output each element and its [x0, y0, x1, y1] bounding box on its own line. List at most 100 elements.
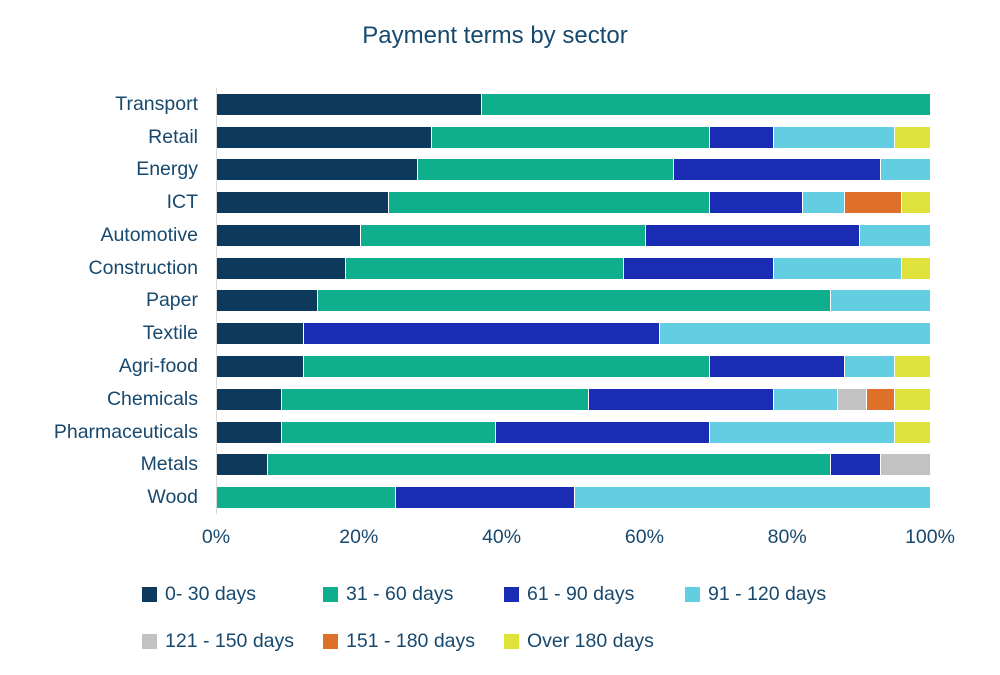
bar-segment[interactable]: [858, 224, 930, 246]
bar-segment[interactable]: [865, 388, 895, 410]
chart-row: [217, 350, 930, 383]
bar-segment[interactable]: [430, 126, 709, 148]
bar-segment[interactable]: [217, 192, 389, 214]
bar-segment[interactable]: [316, 290, 831, 312]
legend-item[interactable]: 0- 30 days: [142, 583, 323, 606]
chart-row: [217, 121, 930, 154]
bar-segment[interactable]: [217, 487, 396, 509]
chart-row: [217, 416, 930, 449]
bar-segment[interactable]: [773, 126, 895, 148]
bar-segment[interactable]: [880, 454, 930, 476]
bar-segment[interactable]: [302, 356, 709, 377]
bar-segment[interactable]: [830, 454, 881, 476]
bar-segment[interactable]: [217, 93, 481, 115]
category-label: Construction: [88, 256, 198, 279]
bar-segment[interactable]: [659, 323, 930, 345]
legend-label: 0- 30 days: [165, 583, 257, 605]
bar-segment[interactable]: [708, 421, 895, 443]
bar-segment[interactable]: [837, 388, 866, 410]
x-tick-label: 40%: [482, 526, 522, 548]
bar-segment[interactable]: [495, 421, 709, 443]
bar-track: [217, 192, 930, 214]
bar-segment[interactable]: [217, 421, 282, 443]
legend-row-2: 121 - 150 days 151 - 180 days Over 180 day…: [142, 630, 654, 653]
legend-item[interactable]: 151 - 180 days: [323, 630, 504, 653]
chart-title: Payment terms by sector: [362, 22, 628, 49]
legend-item[interactable]: 61 - 90 days: [504, 583, 685, 606]
bar-segment[interactable]: [708, 192, 802, 214]
category-label: Transport: [115, 92, 198, 115]
bar-segment[interactable]: [359, 224, 645, 246]
bar-segment[interactable]: [644, 224, 859, 246]
bar-segment[interactable]: [573, 487, 930, 509]
bar-segment[interactable]: [673, 159, 881, 181]
legend-swatch-icon: [323, 587, 338, 602]
chart-row: [217, 481, 930, 514]
bar-segment[interactable]: [217, 454, 267, 476]
bar-segment[interactable]: [266, 454, 831, 476]
bar-segment[interactable]: [217, 388, 282, 410]
bar-segment[interactable]: [880, 159, 930, 181]
bar-segment[interactable]: [388, 192, 709, 214]
bar-segment[interactable]: [901, 257, 930, 279]
legend-label: 61 - 90 days: [527, 583, 635, 605]
x-tick-label: 0%: [201, 526, 231, 548]
chart-row: [217, 383, 930, 416]
bar-segment[interactable]: [217, 224, 360, 246]
bar-segment[interactable]: [801, 192, 845, 214]
bar-track: [217, 126, 930, 148]
bar-track: [217, 224, 930, 246]
chart-row: [217, 252, 930, 285]
bar-segment[interactable]: [894, 356, 930, 377]
bar-segment[interactable]: [844, 192, 902, 214]
bar-segment[interactable]: [830, 290, 930, 312]
legend-item[interactable]: Over 180 days: [504, 630, 654, 653]
bar-segment[interactable]: [587, 388, 774, 410]
bar-segment[interactable]: [345, 257, 624, 279]
plot-area: [216, 88, 930, 514]
chart-row: [217, 88, 930, 121]
bar-track: [217, 421, 930, 443]
legend-label: 121 - 150 days: [165, 630, 295, 652]
legend-swatch-icon: [323, 634, 338, 649]
bar-segment[interactable]: [416, 159, 674, 181]
bar-segment[interactable]: [302, 323, 660, 345]
chart-row: [217, 219, 930, 252]
x-tick-label: 80%: [767, 526, 807, 548]
bar-segment[interactable]: [894, 421, 930, 443]
bar-segment[interactable]: [708, 126, 774, 148]
bar-segment[interactable]: [281, 388, 588, 410]
bar-segment[interactable]: [844, 356, 895, 377]
bar-segment[interactable]: [217, 126, 431, 148]
x-tick-label: 60%: [624, 526, 664, 548]
bar-segment[interactable]: [281, 421, 496, 443]
legend-label: Over 180 days: [527, 630, 654, 652]
bar-track: [217, 93, 930, 115]
bar-track: [217, 356, 930, 377]
bar-segment[interactable]: [217, 290, 317, 312]
bar-segment[interactable]: [217, 257, 346, 279]
bar-segment[interactable]: [894, 126, 930, 148]
legend-item[interactable]: 31 - 60 days: [323, 583, 504, 606]
legend-item[interactable]: 121 - 150 days: [142, 630, 323, 653]
bar-segment[interactable]: [217, 159, 417, 181]
bar-segment[interactable]: [773, 257, 902, 279]
legend-swatch-icon: [504, 634, 519, 649]
bar-segment[interactable]: [708, 356, 845, 377]
legend-label: 31 - 60 days: [346, 583, 454, 605]
bar-track: [217, 388, 930, 410]
chart-row: [217, 285, 930, 318]
bar-segment[interactable]: [623, 257, 774, 279]
bar-segment[interactable]: [480, 93, 930, 115]
legend-row-1: 0- 30 days 31 - 60 days 61 - 90 days 91 - 1…: [142, 583, 826, 606]
bar-segment[interactable]: [773, 388, 838, 410]
bar-segment[interactable]: [395, 487, 574, 509]
legend-swatch-icon: [504, 587, 519, 602]
bar-segment[interactable]: [217, 356, 303, 377]
bar-segment[interactable]: [901, 192, 930, 214]
bar-segment[interactable]: [217, 323, 303, 345]
bar-segment[interactable]: [894, 388, 930, 410]
bar-track: [217, 159, 930, 181]
legend-item[interactable]: 91 - 120 days: [685, 583, 826, 606]
